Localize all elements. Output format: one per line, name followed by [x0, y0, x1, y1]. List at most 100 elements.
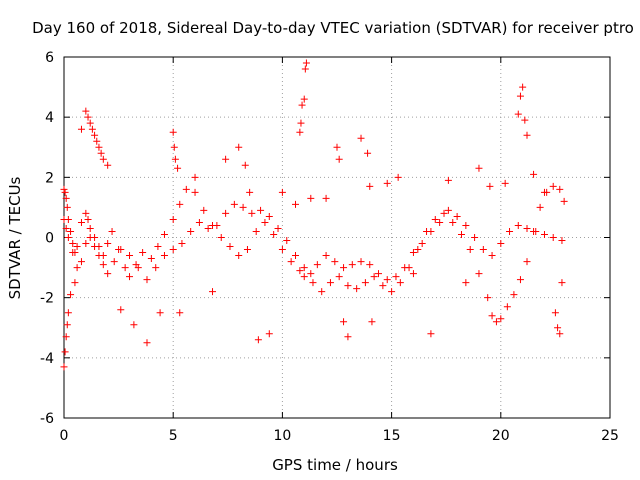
data-point: [265, 330, 273, 338]
data-point: [77, 218, 85, 226]
data-point: [560, 197, 568, 205]
data-point: [60, 363, 68, 371]
data-point: [86, 119, 94, 127]
data-point: [134, 264, 142, 272]
data-point: [300, 264, 308, 272]
data-point: [366, 261, 374, 269]
data-point: [230, 200, 238, 208]
data-point: [309, 279, 317, 287]
data-point: [558, 237, 566, 245]
data-point: [357, 258, 365, 266]
data-point: [287, 258, 295, 266]
x-tick-label: 0: [60, 428, 69, 444]
data-point: [556, 185, 564, 193]
data-point: [556, 330, 564, 338]
data-point: [121, 264, 129, 272]
data-point: [554, 324, 562, 332]
data-point: [488, 312, 496, 320]
data-markers: [60, 59, 568, 371]
data-point: [506, 227, 514, 235]
data-point: [340, 264, 348, 272]
data-point: [152, 264, 160, 272]
data-point: [379, 282, 387, 290]
data-point: [95, 143, 103, 151]
data-point: [86, 224, 94, 232]
data-point: [427, 330, 435, 338]
data-point: [457, 230, 465, 238]
x-tick-label: 5: [169, 428, 178, 444]
data-point: [60, 185, 68, 193]
data-point: [95, 252, 103, 260]
data-point: [63, 321, 71, 329]
data-point: [501, 179, 509, 187]
data-point: [169, 215, 177, 223]
x-tick-label: 15: [383, 428, 401, 444]
data-point: [549, 182, 557, 190]
data-point: [64, 234, 72, 241]
data-point: [82, 209, 90, 217]
data-point: [523, 258, 531, 266]
data-point: [110, 258, 118, 266]
data-point: [540, 188, 548, 196]
y-tick-label: 4: [45, 110, 54, 126]
data-point: [67, 227, 75, 235]
data-point: [77, 258, 85, 266]
data-point: [143, 276, 151, 284]
data-point: [396, 279, 404, 287]
data-point: [82, 107, 90, 115]
data-point: [93, 137, 101, 145]
data-point: [302, 59, 310, 67]
data-point: [86, 234, 94, 241]
axis-ticks: 0 5 10 15 20 25 -6 -4 -2 0 2 4 6: [40, 50, 619, 444]
data-point: [353, 285, 361, 293]
data-point: [503, 303, 511, 311]
data-point: [104, 161, 112, 169]
data-point: [160, 252, 168, 260]
y-tick-label: -6: [40, 411, 54, 427]
data-point: [143, 339, 151, 347]
data-point: [195, 218, 203, 226]
data-point: [326, 279, 334, 287]
data-point: [169, 128, 177, 136]
data-point: [139, 249, 147, 257]
data-point: [551, 309, 559, 317]
data-point: [405, 264, 413, 272]
data-point: [274, 224, 282, 232]
data-point: [257, 206, 265, 214]
data-point: [523, 131, 531, 139]
data-point: [104, 270, 112, 278]
chart-title: Day 160 of 2018, Sidereal Day-to-day VTE…: [32, 19, 634, 37]
data-point: [462, 279, 470, 287]
data-point: [497, 315, 505, 323]
data-point: [340, 318, 348, 326]
data-point: [368, 318, 376, 326]
data-point: [486, 182, 494, 190]
data-point: [91, 243, 99, 251]
data-point: [453, 212, 461, 220]
data-point: [366, 182, 374, 190]
data-point: [170, 143, 178, 151]
data-point: [63, 203, 71, 211]
data-point: [126, 273, 134, 281]
data-point: [409, 249, 417, 257]
data-point: [492, 318, 500, 326]
data-point: [364, 149, 372, 157]
data-point: [292, 200, 300, 208]
data-point: [241, 161, 249, 169]
data-point: [414, 246, 422, 254]
data-point: [239, 203, 247, 211]
data-point: [69, 240, 77, 248]
data-point: [444, 206, 452, 214]
data-point: [261, 218, 269, 226]
data-point: [147, 255, 155, 263]
data-point: [530, 170, 538, 178]
y-axis-label: SDTVAR / TECUs: [6, 176, 24, 299]
data-point: [61, 348, 69, 356]
data-point: [549, 234, 557, 241]
data-point: [344, 282, 352, 290]
y-tick-label: 2: [45, 170, 54, 186]
data-point: [73, 264, 81, 272]
data-point: [176, 309, 184, 317]
x-tick-label: 10: [273, 428, 291, 444]
data-point: [84, 215, 92, 223]
